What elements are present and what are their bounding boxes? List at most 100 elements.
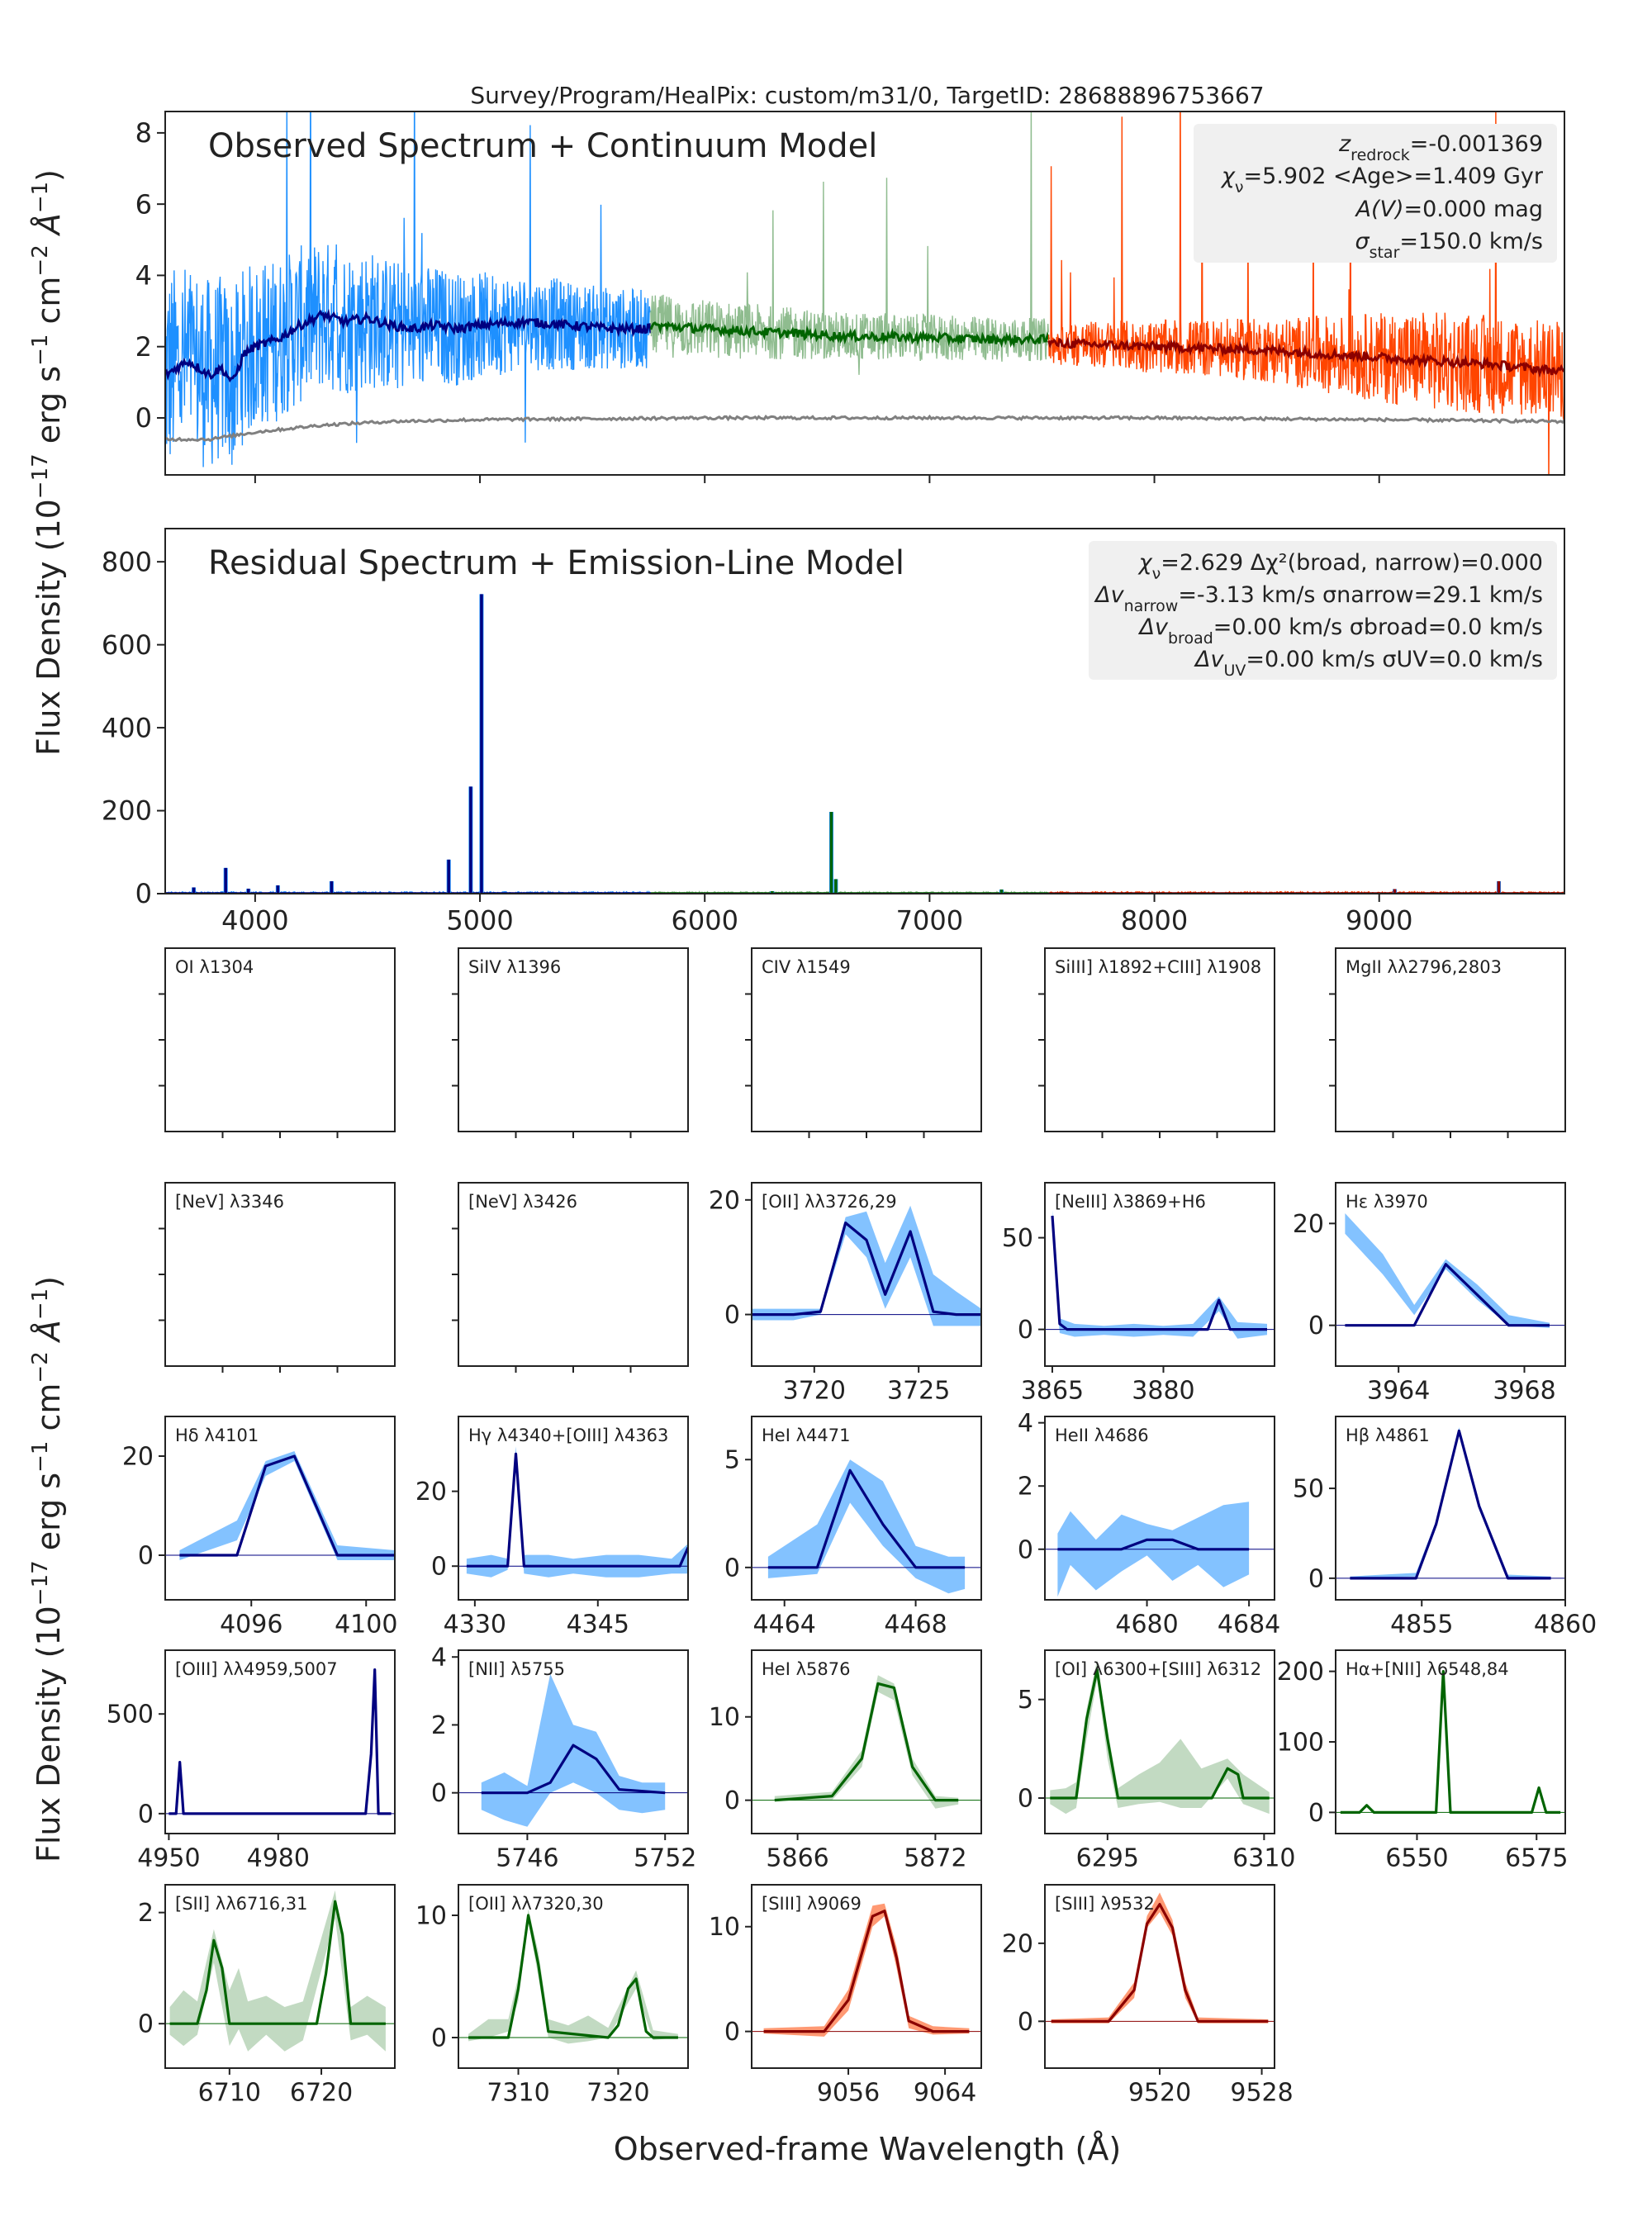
info-subscript: UV [1223, 662, 1246, 680]
x-tick-label: 9520 [1128, 2079, 1191, 2108]
y-tick-label: 100 [1277, 1729, 1324, 1758]
y-tick-label: 0 [138, 1800, 154, 1829]
info-line: A(V)=0.000 mag [1354, 197, 1543, 222]
y-tick-label: 20 [415, 1478, 447, 1506]
y-tick-label: 0 [1308, 1564, 1324, 1593]
x-tick-label: 3968 [1493, 1377, 1555, 1406]
x-tick-label: 4980 [247, 1844, 310, 1873]
x-tick-label: 6310 [1232, 1844, 1295, 1873]
axes-frame [751, 1649, 982, 1834]
y-tick-label: 800 [102, 546, 152, 577]
plot-area [752, 1459, 981, 1594]
x-tick-label: 6710 [198, 2079, 261, 2108]
axes-frame [751, 1182, 982, 1367]
y-label-top-mid: erg s [31, 366, 67, 453]
line-panel-7: 0 20 3720 3725 [OII] λλ3726,29 [709, 1182, 982, 1406]
x-tick-label: 4100 [335, 1611, 397, 1639]
line-panel-3: SiIII] λ1892+CIII] λ1908 [1038, 947, 1275, 1138]
line-panel-title: [NII] λ5755 [468, 1659, 565, 1679]
info-symbol: χ [1220, 164, 1236, 189]
line-panel-17: 0 10 5866 5872 HeI λ5876 [709, 1649, 982, 1873]
info-box [1194, 124, 1557, 263]
line-panel-title: [SII] λλ6716,31 [175, 1894, 307, 1914]
line-panel-8: 0 50 3865 3880 [NeIII] λ3869+H6 [1002, 1182, 1275, 1406]
x-tick-label: 6575 [1505, 1844, 1568, 1873]
x-tick-label: 3720 [783, 1377, 846, 1406]
y-tick-label: 4 [135, 260, 152, 292]
x-tick-label: 7320 [586, 2079, 649, 2108]
info-subscript: ν [1152, 565, 1161, 583]
line-panel-15: 0 500 4950 4980 [OIII] λλ4959,5007 [107, 1649, 396, 1873]
line-model [1340, 1669, 1561, 1814]
x-tick-label: 5872 [904, 1844, 966, 1873]
y-label-top-mid2: cm [31, 277, 67, 334]
axes-frame [164, 111, 1565, 476]
x-tick-label: 4680 [1115, 1611, 1178, 1639]
x-tick-label: 3880 [1132, 1377, 1194, 1406]
y-label-top-exp2: −1 [28, 334, 53, 366]
axes-frame [164, 528, 1565, 894]
y-label-top-exp1: −17 [28, 453, 53, 499]
y-tick-label: 0 [1018, 2008, 1033, 2037]
line-model [466, 1452, 688, 1568]
line-panel-0: OI λ1304 [159, 947, 396, 1138]
info-subscript: narrow [1124, 597, 1179, 615]
axes-frame [1335, 1416, 1566, 1601]
y-label-bot-end: Å [31, 1320, 67, 1351]
y-tick-label: 0 [431, 2024, 447, 2053]
line-panel-title: [SIII] λ9069 [762, 1894, 862, 1914]
y-tick-label: 20 [709, 1186, 740, 1215]
info-line: Δvnarrow=-3.13 km/s σnarrow=29.1 km/s [1094, 582, 1543, 615]
emission-line-grid: OI λ1304 SiIV λ1396 CIV λ1549 SiIII] λ1892+… [107, 947, 1597, 2108]
y-tick-label: 6 [135, 188, 152, 220]
y-label-bot-prefix: Flux Density (10 [31, 1606, 67, 1862]
info-value: =-3.13 km/s σnarrow=29.1 km/s [1178, 582, 1543, 608]
error-spectrum [165, 414, 1564, 443]
y-tick-label: 0 [431, 1553, 447, 1582]
line-model [1350, 1429, 1551, 1580]
line-panel-10: 0 20 4096 4100 Hδ λ4101 [122, 1416, 397, 1639]
line-panel-11: 0 20 4330 4345 Hγ λ4340+[OIII] λ4363 [415, 1416, 689, 1639]
y-tick-label: 8 [135, 117, 152, 149]
axes-frame [1335, 1182, 1566, 1367]
y-label-bot-exp3: −2 [28, 1351, 53, 1383]
y-label-bot-mid: erg s [31, 1473, 67, 1560]
line-model [179, 1454, 395, 1557]
continuum-model-segment-1 [649, 320, 1051, 349]
x-tick-label: 5866 [766, 1844, 828, 1873]
line-panel-16: 0 2 4 5746 5752 [NII] λ5755 [431, 1644, 696, 1873]
axes-frame [1044, 1416, 1275, 1601]
line-panel-13: 0 2 4 4680 4684 HeII λ4686 [1018, 1409, 1280, 1639]
x-tick-label: 6720 [290, 2079, 353, 2108]
y-label-top-prefix: Flux Density (10 [31, 499, 67, 756]
line-panel-title: MgII λλ2796,2803 [1346, 957, 1502, 977]
info-line: zredrock=-0.001369 [1338, 131, 1543, 164]
line-model [169, 1668, 392, 1815]
line-panel-21: 0 10 7310 7320 [OII] λλ7320,30 [415, 1884, 689, 2108]
line-model [1057, 1538, 1250, 1551]
info-value: =150.0 km/s [1399, 229, 1543, 254]
y-tick-label: 0 [138, 1542, 154, 1571]
data-uncertainty-band [1350, 1427, 1551, 1578]
info-value: =0.000 mag [1404, 197, 1544, 222]
line-model [468, 1914, 678, 2039]
y-tick-label: 200 [102, 795, 152, 827]
line-panel-5: [NeV] λ3346 [159, 1182, 396, 1373]
info-symbol: A(V) [1354, 197, 1403, 222]
y-tick-label: 0 [1018, 1535, 1033, 1564]
y-tick-label: 0 [724, 2018, 740, 2047]
y-label-bot-mid2: cm [31, 1383, 67, 1441]
plot-area [165, 1668, 395, 1815]
x-tick-label: 6000 [671, 905, 738, 937]
data-uncertainty-band [481, 1673, 666, 1827]
y-tick-label: 50 [1293, 1475, 1324, 1504]
plot-area [165, 112, 1564, 475]
data-uncertainty-band [1050, 1659, 1270, 1815]
line-panel-title: Hα+[NII] λ6548,84 [1346, 1659, 1509, 1679]
x-tick-label: 4468 [884, 1611, 947, 1639]
data-uncertainty-band [752, 1205, 981, 1326]
line-panel-title: [OI] λ6300+[SIII] λ6312 [1055, 1659, 1261, 1679]
line-panel-title: Hγ λ4340+[OIII] λ4363 [468, 1426, 668, 1445]
line-panel-title: HeII λ4686 [1055, 1426, 1149, 1445]
